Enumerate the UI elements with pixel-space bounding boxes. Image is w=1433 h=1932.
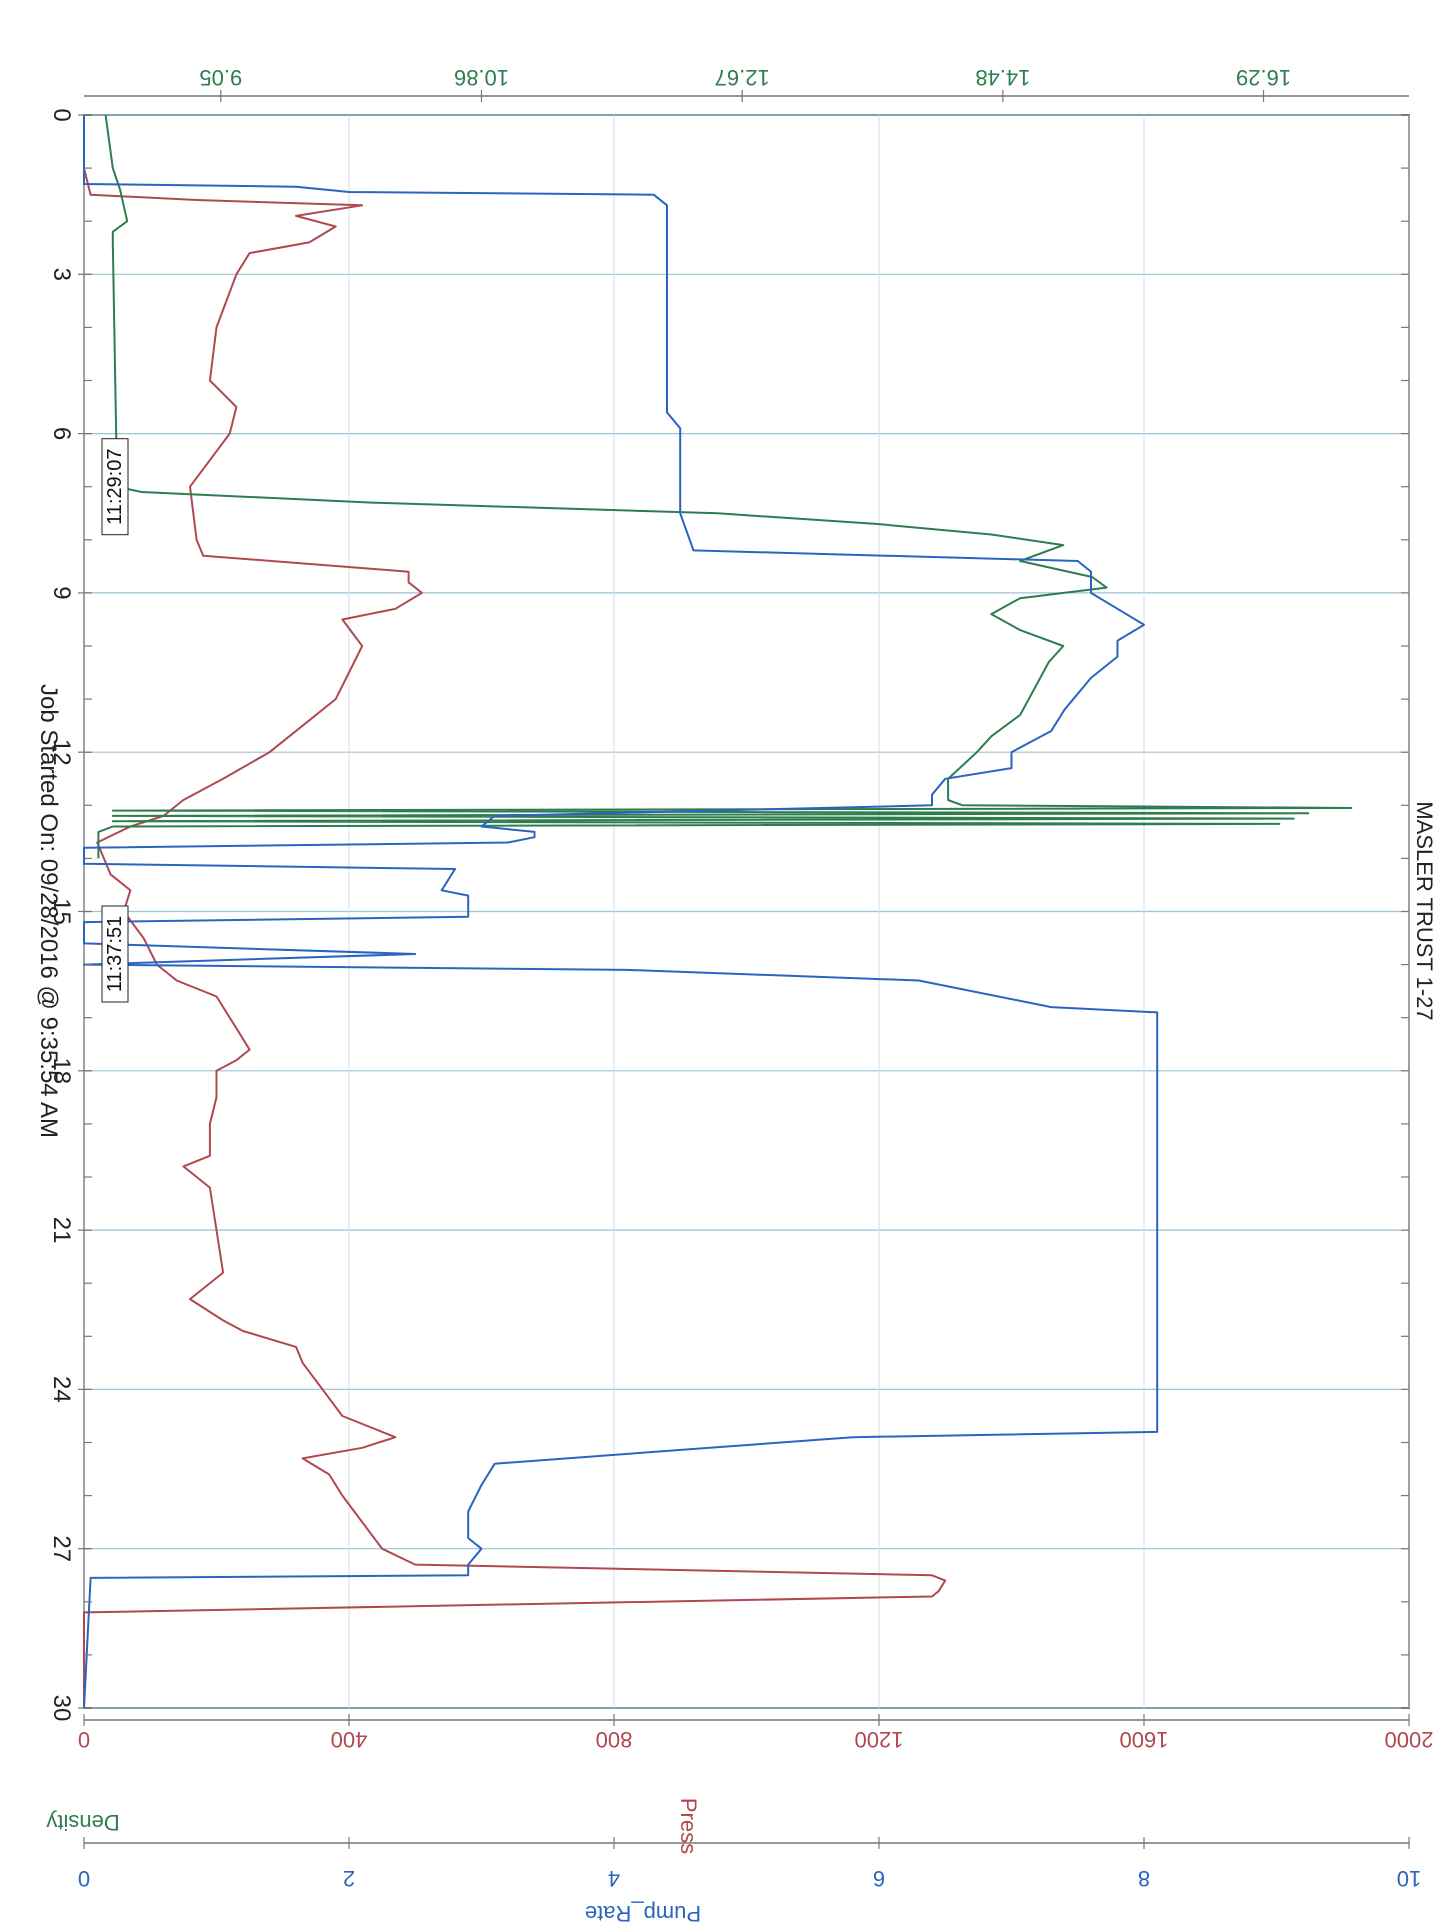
x-axis-footer: Job Started On: 09/28/2016 @ 9:35:54 AM: [35, 684, 62, 1138]
grid-layer: [83, 114, 1410, 1709]
x-tick-label: 12: [48, 739, 75, 766]
time-annotation-label: 11:29:07: [104, 449, 126, 525]
series-line-press: [83, 115, 947, 1708]
press-tick-label: 2000: [1385, 1727, 1433, 1752]
chart-title: MASLER TRUST 1-27: [1412, 801, 1433, 1020]
series-layer: 11:29:07 11:37:51: [83, 114, 1353, 1709]
press-tick-label: 1200: [855, 1727, 904, 1752]
pump-rate-tick-label: 0: [78, 1866, 90, 1891]
press-tick-label: 400: [331, 1727, 368, 1752]
x-tick-label: 6: [48, 427, 75, 440]
density-tick-label: 16.29: [1236, 65, 1291, 90]
pump-rate-tick-label: 2: [343, 1866, 355, 1891]
series-line-density: [97, 114, 1353, 859]
press-tick-label: 0: [78, 1727, 90, 1752]
axis-layer: 036912151821242730200016001200800400016.…: [48, 65, 1433, 1891]
time-annotation-box: [101, 905, 129, 1003]
pump-rate-tick-label: 10: [1397, 1866, 1421, 1891]
density-tick-label: 10.86: [454, 65, 509, 90]
density-tick-label: 12.67: [715, 65, 770, 90]
x-tick-label: 3: [48, 268, 75, 281]
series-line-pump-rate: [83, 115, 1159, 1709]
x-tick-label: 30: [48, 1695, 75, 1722]
press-axis-label: Press: [676, 1798, 701, 1854]
x-tick-label: 21: [48, 1217, 75, 1244]
x-tick-label: 15: [48, 898, 75, 925]
x-tick-label: 9: [48, 586, 75, 599]
density-axis-label: Density: [46, 1810, 119, 1835]
pump-rate-tick-label: 6: [873, 1866, 885, 1891]
x-tick-label: 0: [48, 108, 75, 121]
pump-rate-tick-label: 4: [608, 1866, 620, 1891]
x-tick-label: 18: [48, 1057, 75, 1084]
pump-rate-axis-label: Pump_Rate: [585, 1901, 701, 1926]
pump-rate-tick-label: 8: [1138, 1866, 1150, 1891]
x-tick-label: 24: [48, 1376, 75, 1403]
density-tick-label: 14.48: [975, 65, 1030, 90]
density-tick-label: 9.05: [199, 65, 242, 90]
x-tick-label: 27: [48, 1535, 75, 1562]
time-annotation-label: 11:37:51: [104, 916, 126, 992]
press-tick-label: 1600: [1120, 1727, 1169, 1752]
time-annotation-box: [101, 438, 129, 536]
press-tick-label: 800: [596, 1727, 633, 1752]
